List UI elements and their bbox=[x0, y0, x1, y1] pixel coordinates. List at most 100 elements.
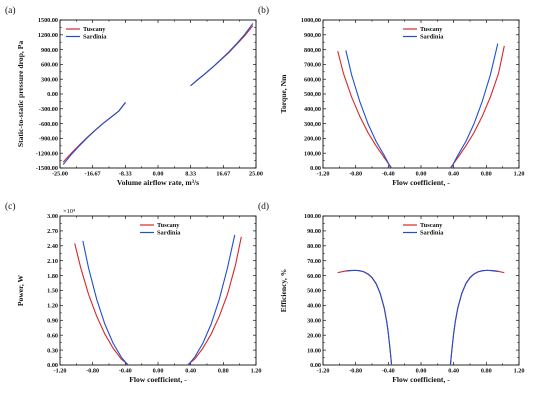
x-tick-label: -0.40 bbox=[382, 368, 395, 375]
x-tick-label: 0.40 bbox=[448, 368, 459, 375]
x-tick-label: -0.80 bbox=[349, 171, 362, 178]
legend-label-tuscany: Tuscany bbox=[420, 26, 443, 33]
series-tuscany bbox=[62, 25, 254, 163]
axis-multiplier: ×10⁴ bbox=[63, 208, 76, 215]
plot-frame bbox=[322, 19, 520, 169]
y-tick-label: 600.00 bbox=[41, 62, 58, 69]
y-tick-label: 500,00 bbox=[304, 91, 321, 98]
y-tick-label: 60.00 bbox=[307, 273, 321, 280]
x-tick-label: 0.00 bbox=[153, 368, 164, 375]
x-axis-label: Volume airflow rate, m³/s bbox=[117, 178, 199, 187]
series-line-sardinia bbox=[187, 234, 236, 366]
chart-panel-2: (b) -1.20 -0.80 -0.40 0.00 0.40 0.80 1.20 0.00 10… bbox=[258, 5, 524, 187]
legend-label-tuscany: Tuscany bbox=[157, 222, 180, 229]
legend-label-sardinia: Sardinia bbox=[420, 230, 444, 237]
series-line-tuscany bbox=[190, 25, 254, 87]
x-tick-label: 0.00 bbox=[416, 171, 427, 178]
x-tick-label: -25.00 bbox=[52, 171, 68, 178]
x-tick-label: 0.40 bbox=[448, 171, 459, 178]
y-tick-label: 2.10 bbox=[47, 258, 58, 265]
series-line-tuscany bbox=[187, 236, 242, 366]
legend-label-tuscany: Tuscany bbox=[83, 26, 106, 33]
plot-frame bbox=[59, 19, 257, 169]
x-tick-label: 16.67 bbox=[216, 171, 230, 178]
y-tick-label: 90.00 bbox=[307, 228, 321, 235]
x-axis-label: Flow coefficient, - bbox=[129, 375, 187, 384]
y-tick-label: 300,00 bbox=[304, 121, 321, 128]
y-tick-label: 900.00 bbox=[41, 47, 58, 54]
x-tick-label: -1.20 bbox=[54, 368, 67, 375]
y-tick-label: -300.00 bbox=[39, 106, 58, 113]
legend-label-sardinia: Sardinia bbox=[83, 34, 107, 41]
y-tick-label: -1200.00 bbox=[36, 150, 58, 157]
legend-label-sardinia: Sardinia bbox=[420, 34, 444, 41]
y-axis-label: Static-to-static pressure drop, Pa bbox=[16, 41, 25, 148]
x-axis-label: Flow coefficient, - bbox=[392, 178, 450, 187]
y-tick-label: -600.00 bbox=[39, 121, 58, 128]
panel-label: (d) bbox=[258, 201, 269, 212]
y-tick-label: 40.00 bbox=[307, 303, 321, 310]
series-line-tuscany bbox=[337, 269, 393, 366]
plot-frame bbox=[59, 215, 257, 366]
series-line-tuscany bbox=[337, 50, 393, 169]
y-tick-label: 1.20 bbox=[47, 303, 58, 310]
y-tick-label: -1500.00 bbox=[36, 165, 58, 172]
panel-label: (a) bbox=[5, 5, 16, 16]
y-tick-label: 80.00 bbox=[307, 243, 321, 250]
x-tick-label: -8.33 bbox=[119, 171, 132, 178]
x-tick-label: 0.00 bbox=[416, 368, 427, 375]
series-line-sardinia bbox=[62, 102, 126, 165]
series-line-sardinia bbox=[82, 240, 129, 366]
y-tick-label: 1200.00 bbox=[38, 32, 58, 39]
y-tick-label: 0.00 bbox=[47, 91, 58, 98]
x-axis-label: Flow coefficient, - bbox=[392, 375, 450, 384]
series-line-sardinia bbox=[345, 269, 393, 366]
x-tick-label: 0.80 bbox=[218, 368, 229, 375]
y-tick-label: 600,00 bbox=[304, 76, 321, 83]
y-tick-label: 50.00 bbox=[307, 288, 321, 295]
y-tick-label: 900,00 bbox=[304, 32, 321, 39]
chart-panel-3: (c) -1.20 -0.80 -0.40 0.00 0.40 0.80 1.20 0.00 0.… bbox=[5, 201, 261, 384]
series-sardinia bbox=[345, 43, 499, 169]
panel-label: (c) bbox=[5, 201, 16, 212]
series-sardinia bbox=[345, 269, 498, 366]
y-tick-label: -900.00 bbox=[39, 136, 58, 143]
x-tick-label: -0.80 bbox=[86, 368, 99, 375]
x-tick-label: -0.40 bbox=[119, 368, 132, 375]
legend-label-tuscany: Tuscany bbox=[420, 222, 443, 229]
series-line-tuscany bbox=[449, 45, 505, 169]
series-tuscany bbox=[74, 236, 242, 366]
x-tick-label: 1.20 bbox=[251, 368, 262, 375]
y-tick-label: 30.00 bbox=[307, 318, 321, 325]
y-tick-label: 200,00 bbox=[304, 136, 321, 143]
series-line-sardinia bbox=[449, 269, 498, 366]
legend-label-sardinia: Sardinia bbox=[157, 230, 181, 237]
y-tick-label: 2.70 bbox=[47, 228, 58, 235]
x-tick-label: -16.67 bbox=[85, 171, 101, 178]
y-tick-label: 0.90 bbox=[47, 318, 58, 325]
y-tick-label: 1.80 bbox=[47, 273, 58, 280]
y-tick-label: 0.00 bbox=[47, 362, 58, 369]
x-tick-label: 0.80 bbox=[481, 368, 492, 375]
y-tick-label: 10.00 bbox=[307, 347, 321, 354]
x-tick-label: -1.20 bbox=[317, 368, 330, 375]
y-tick-label: 0.60 bbox=[47, 332, 58, 339]
series-line-tuscany bbox=[74, 243, 129, 366]
y-tick-label: 3.00 bbox=[47, 213, 58, 220]
y-tick-label: 800,00 bbox=[304, 47, 321, 54]
series-tuscany bbox=[337, 269, 505, 366]
series-line-tuscany bbox=[449, 269, 505, 366]
y-tick-label: 0.00 bbox=[310, 165, 321, 172]
x-tick-label: 1.20 bbox=[514, 171, 525, 178]
x-tick-label: 0.80 bbox=[481, 171, 492, 178]
chart-panel-4: (d) -1.20 -0.80 -0.40 0.00 0.40 0.80 1.20 0.00 10… bbox=[258, 201, 524, 384]
x-tick-label: 0.00 bbox=[153, 171, 164, 178]
series-sardinia bbox=[82, 234, 236, 366]
x-tick-label: -0.40 bbox=[382, 171, 395, 178]
series-tuscany bbox=[337, 45, 505, 169]
